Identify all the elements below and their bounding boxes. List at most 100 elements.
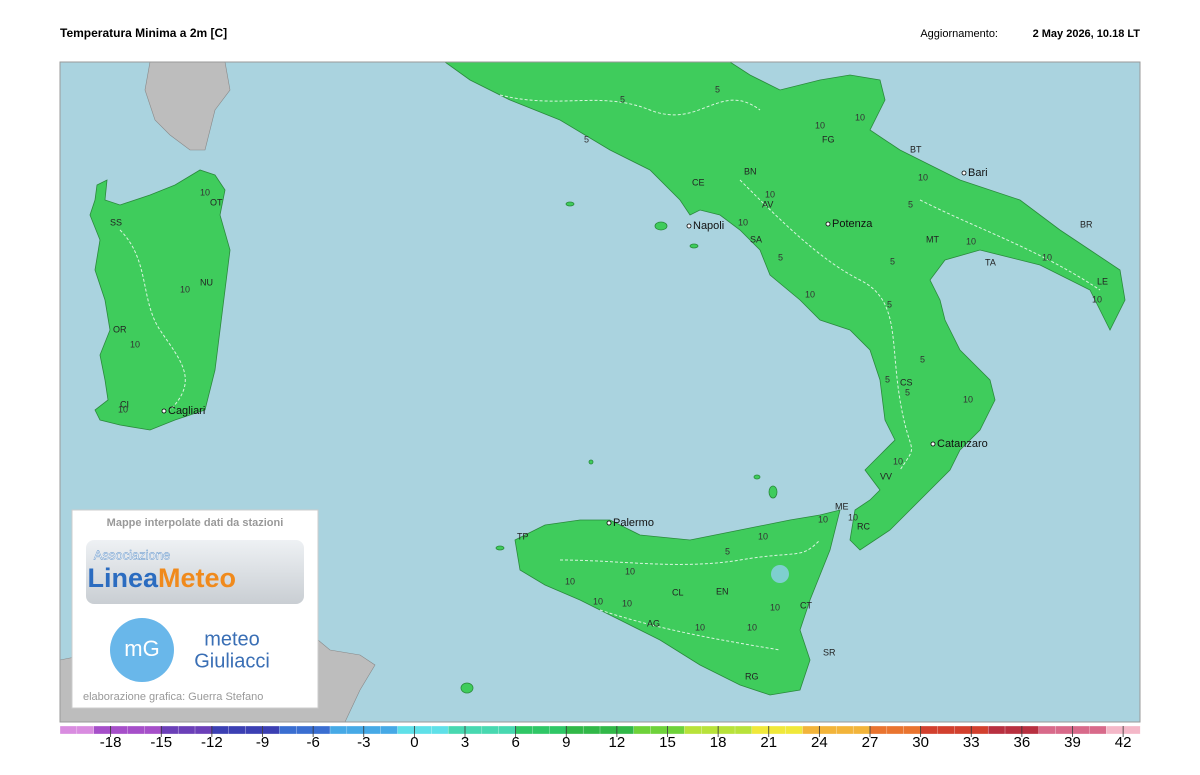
city-dot bbox=[161, 408, 167, 414]
province-code: TP bbox=[517, 531, 529, 541]
province-code: LE bbox=[1097, 276, 1108, 286]
colorbar-segment bbox=[1106, 725, 1124, 735]
colorbar-tick-label: -15 bbox=[150, 734, 172, 751]
contour-label: 10 bbox=[893, 456, 903, 466]
contour-label: 10 bbox=[130, 339, 140, 349]
province-code: MT bbox=[926, 234, 939, 244]
contour-label: 10 bbox=[815, 120, 825, 130]
city-dot bbox=[961, 170, 967, 176]
contour-label: 5 bbox=[885, 374, 890, 384]
colorbar-segment bbox=[346, 725, 365, 735]
colorbar-segment bbox=[177, 725, 196, 735]
contour-label: 10 bbox=[180, 284, 190, 294]
province-code: OR bbox=[113, 324, 127, 334]
colorbar-segment bbox=[1021, 725, 1040, 735]
contour-label: 10 bbox=[818, 514, 828, 524]
colorbar-segment bbox=[431, 725, 449, 735]
mainland bbox=[444, 62, 1126, 551]
colorbar-segment bbox=[329, 725, 348, 735]
contour-label: 5 bbox=[887, 299, 892, 309]
colorbar-tick-label: 12 bbox=[609, 734, 626, 751]
colorbar-segment bbox=[312, 725, 331, 735]
city-label: Bari bbox=[968, 167, 988, 179]
province-code: ME bbox=[835, 501, 849, 511]
province-code: FG bbox=[822, 134, 835, 144]
contours bbox=[119, 94, 1101, 651]
city-dot bbox=[930, 441, 936, 447]
colorbar-tick-label: 0 bbox=[410, 734, 418, 751]
map-frame bbox=[59, 61, 1141, 723]
colorbar-segment bbox=[1055, 725, 1073, 735]
province-code: AG bbox=[647, 618, 660, 628]
city-label: Napoli bbox=[693, 220, 724, 232]
contour-label: 10 bbox=[963, 394, 973, 404]
partner-b: Giuliacci bbox=[194, 650, 270, 672]
colorbar-segment bbox=[1072, 725, 1090, 735]
logo-brand-a: Linea bbox=[87, 563, 159, 593]
colorbar-tick-label: -3 bbox=[357, 734, 370, 751]
colorbar-segment bbox=[802, 725, 820, 735]
colorbar-tick-label: 42 bbox=[1115, 734, 1132, 751]
colorbar-segment bbox=[245, 725, 263, 735]
island bbox=[495, 545, 505, 551]
city-dot bbox=[825, 221, 831, 227]
sardinia bbox=[89, 169, 231, 431]
contour-label: 10 bbox=[118, 404, 128, 414]
colorbar-segment bbox=[279, 725, 297, 735]
colorbar-segment bbox=[194, 725, 213, 735]
contour-label: 10 bbox=[966, 236, 976, 246]
province-code: CL bbox=[672, 587, 684, 597]
colorbar-segment bbox=[768, 725, 787, 735]
contour-label: 5 bbox=[715, 84, 720, 94]
city-label: Palermo bbox=[613, 517, 654, 529]
map-title: Temperatura Minima a 2m [C] bbox=[60, 26, 227, 40]
province-code: BR bbox=[1080, 219, 1093, 229]
colorbar-tick-label: 15 bbox=[659, 734, 676, 751]
colorbar-segment bbox=[886, 725, 905, 735]
partner-a: meteo bbox=[204, 628, 260, 650]
province-code: CE bbox=[692, 177, 705, 187]
island bbox=[588, 459, 594, 465]
contour-label: 5 bbox=[620, 94, 625, 104]
contour-label: 5 bbox=[908, 199, 913, 209]
colorbar-segment bbox=[785, 725, 803, 735]
province-code: SA bbox=[750, 234, 762, 244]
colorbar-tick-label: 6 bbox=[511, 734, 519, 751]
colorbar-segment bbox=[1089, 725, 1107, 735]
contour-label: 5 bbox=[920, 354, 925, 364]
colorbar-segment bbox=[93, 725, 112, 735]
colorbar-tick-label: 36 bbox=[1014, 734, 1031, 751]
contour-label: 10 bbox=[848, 512, 858, 522]
colorbar-tick-label: 18 bbox=[710, 734, 727, 751]
island bbox=[753, 474, 761, 480]
colorbar-segment bbox=[987, 725, 1006, 735]
contour-label: 10 bbox=[1042, 252, 1052, 262]
colorbar-segment bbox=[734, 725, 753, 735]
colorbar-segment bbox=[380, 725, 398, 735]
colorbar-segment bbox=[515, 725, 533, 735]
colorbar-segment bbox=[667, 725, 685, 735]
logo-box: Mappe interpolate dati da stazioni Assoc… bbox=[71, 509, 319, 709]
province-code: AV bbox=[762, 199, 773, 209]
province-code: SR bbox=[823, 647, 836, 657]
province-code: RC bbox=[857, 521, 870, 531]
colorbar-tick-label: -18 bbox=[100, 734, 122, 751]
colorbar-segment bbox=[127, 725, 145, 735]
etna bbox=[771, 565, 789, 583]
colorbar-segment bbox=[211, 725, 230, 735]
contour-label: 5 bbox=[725, 546, 730, 556]
colorbar-tick-label: -12 bbox=[201, 734, 223, 751]
colorbar-segment bbox=[1004, 725, 1023, 735]
colorbar-segment bbox=[954, 725, 972, 735]
colorbar-segment bbox=[971, 725, 989, 735]
island bbox=[460, 682, 474, 694]
contour-label: 10 bbox=[695, 622, 705, 632]
colorbar-tick-label: -9 bbox=[256, 734, 269, 751]
colorbar-segment bbox=[751, 725, 770, 735]
logo-caption: Mappe interpolate dati da stazioni bbox=[107, 517, 284, 529]
colorbar-segment bbox=[59, 725, 78, 735]
colorbar-segment bbox=[498, 725, 517, 735]
colorbar-segment bbox=[937, 725, 955, 735]
contour-label: 10 bbox=[765, 189, 775, 199]
